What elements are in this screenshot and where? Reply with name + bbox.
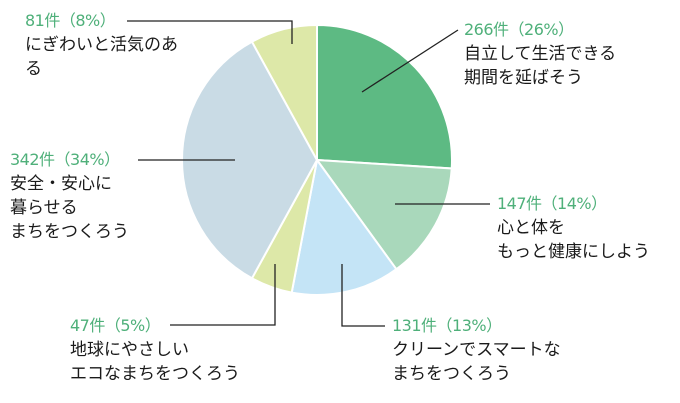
slice-count: 131件（13%） <box>392 316 502 335</box>
slice-count: 81件（8%） <box>25 11 116 30</box>
leader-line-s2 <box>341 264 385 327</box>
slice-description: クリーンでスマートな まちをつくろう <box>392 340 561 384</box>
pie-slice-14pct <box>314 158 453 271</box>
slice-description: 地球にやさしい エコなまちをつくろう <box>70 340 240 384</box>
slice-description: にぎわいと活気のあ る <box>25 35 178 79</box>
leader-line-s3 <box>170 264 276 326</box>
slice-description: 心と体を もっと健康にしよう <box>497 218 650 262</box>
pie-slice-13pct <box>290 157 398 296</box>
slice-count: 266件（26%） <box>464 20 574 39</box>
slice-description: 安全・安心に 暮らせる まちをつくろう <box>10 174 129 242</box>
slice-description: 自立して生活できる 期間を延ばそう <box>464 44 617 88</box>
pie-slice-26pct <box>316 23 453 170</box>
leader-lines <box>127 20 490 327</box>
slice-label-8pct: 81件（8%） にぎわいと活気のあ る <box>25 9 178 81</box>
slice-label-34pct: 342件（34%） 安全・安心に 暮らせる まちをつくろう <box>10 148 129 244</box>
slice-label-14pct: 147件（14%） 心と体を もっと健康にしよう <box>497 192 650 264</box>
slice-count: 342件（34%） <box>10 150 120 169</box>
leader-line-s5 <box>127 20 293 44</box>
slice-label-13pct: 131件（13%） クリーンでスマートな まちをつくろう <box>392 314 561 386</box>
leader-line-s0 <box>361 29 459 93</box>
slice-count: 147件（14%） <box>497 194 607 213</box>
slice-label-26pct: 266件（26%） 自立して生活できる 期間を延ばそう <box>464 18 616 90</box>
slice-count: 47件（5%） <box>70 316 161 335</box>
pie-slice-8pct <box>250 23 318 161</box>
slice-label-5pct: 47件（5%） 地球にやさしい エコなまちをつくろう <box>70 314 240 386</box>
